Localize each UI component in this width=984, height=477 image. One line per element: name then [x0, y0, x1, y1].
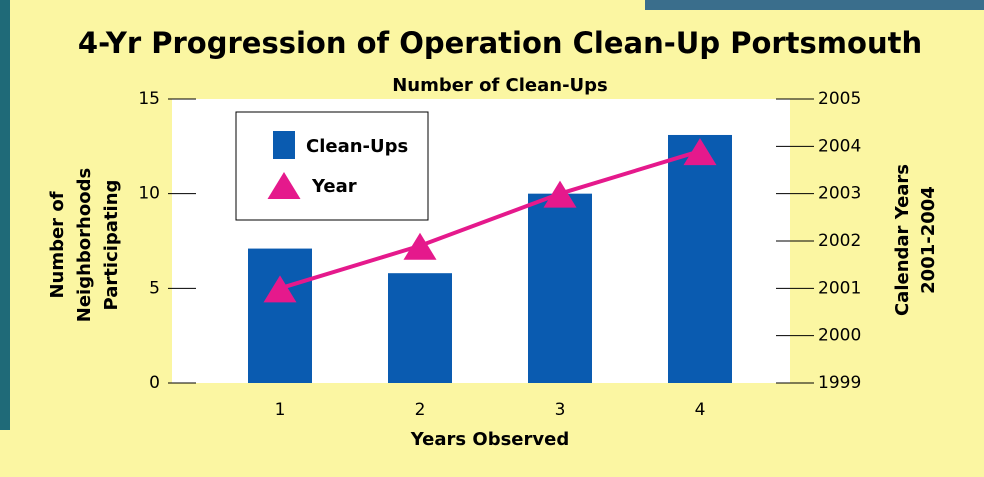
legend-swatch: [273, 131, 295, 159]
bar: [528, 194, 592, 383]
bar: [388, 273, 452, 383]
x-tick-label: 3: [555, 400, 566, 420]
x-axis-title: Years Observed: [410, 429, 569, 450]
bar: [248, 249, 312, 383]
chart: 4-Yr Progression of Operation Clean-Up P…: [0, 0, 984, 477]
x-tick-label: 4: [695, 400, 706, 420]
top-strip: [645, 0, 984, 10]
y2-tick-label: 2003: [818, 184, 861, 204]
y2-tick-label: 2002: [818, 231, 861, 251]
x-tick-label: 1: [275, 400, 286, 420]
y-axis-title: Number of: [47, 191, 68, 298]
y2-tick-label: 2005: [818, 89, 861, 109]
y2-axis-title: 2001-2004: [918, 186, 939, 294]
x-tick-label: 2: [415, 400, 426, 420]
legend-label: Clean-Ups: [306, 136, 408, 157]
y-tick-label: 0: [149, 373, 160, 393]
left-strip: [0, 0, 10, 430]
y-tick-label: 10: [138, 184, 160, 204]
y-tick-label: 5: [149, 278, 160, 298]
y2-tick-label: 1999: [818, 373, 861, 393]
y2-tick-label: 2001: [818, 278, 861, 298]
y-tick-label: 15: [138, 89, 160, 109]
y2-tick-label: 2000: [818, 326, 861, 346]
subtitle: Number of Clean-Ups: [392, 75, 608, 96]
y2-axis-title: Calendar Years: [892, 164, 913, 316]
legend-label: Year: [311, 176, 357, 197]
y-axis-title: Neighborhoods: [74, 168, 95, 322]
legend: [236, 112, 428, 220]
y2-tick-label: 2004: [818, 136, 861, 156]
bar: [668, 135, 732, 383]
y-axis-title: Participating: [101, 180, 122, 311]
chart-title: 4-Yr Progression of Operation Clean-Up P…: [78, 26, 922, 60]
